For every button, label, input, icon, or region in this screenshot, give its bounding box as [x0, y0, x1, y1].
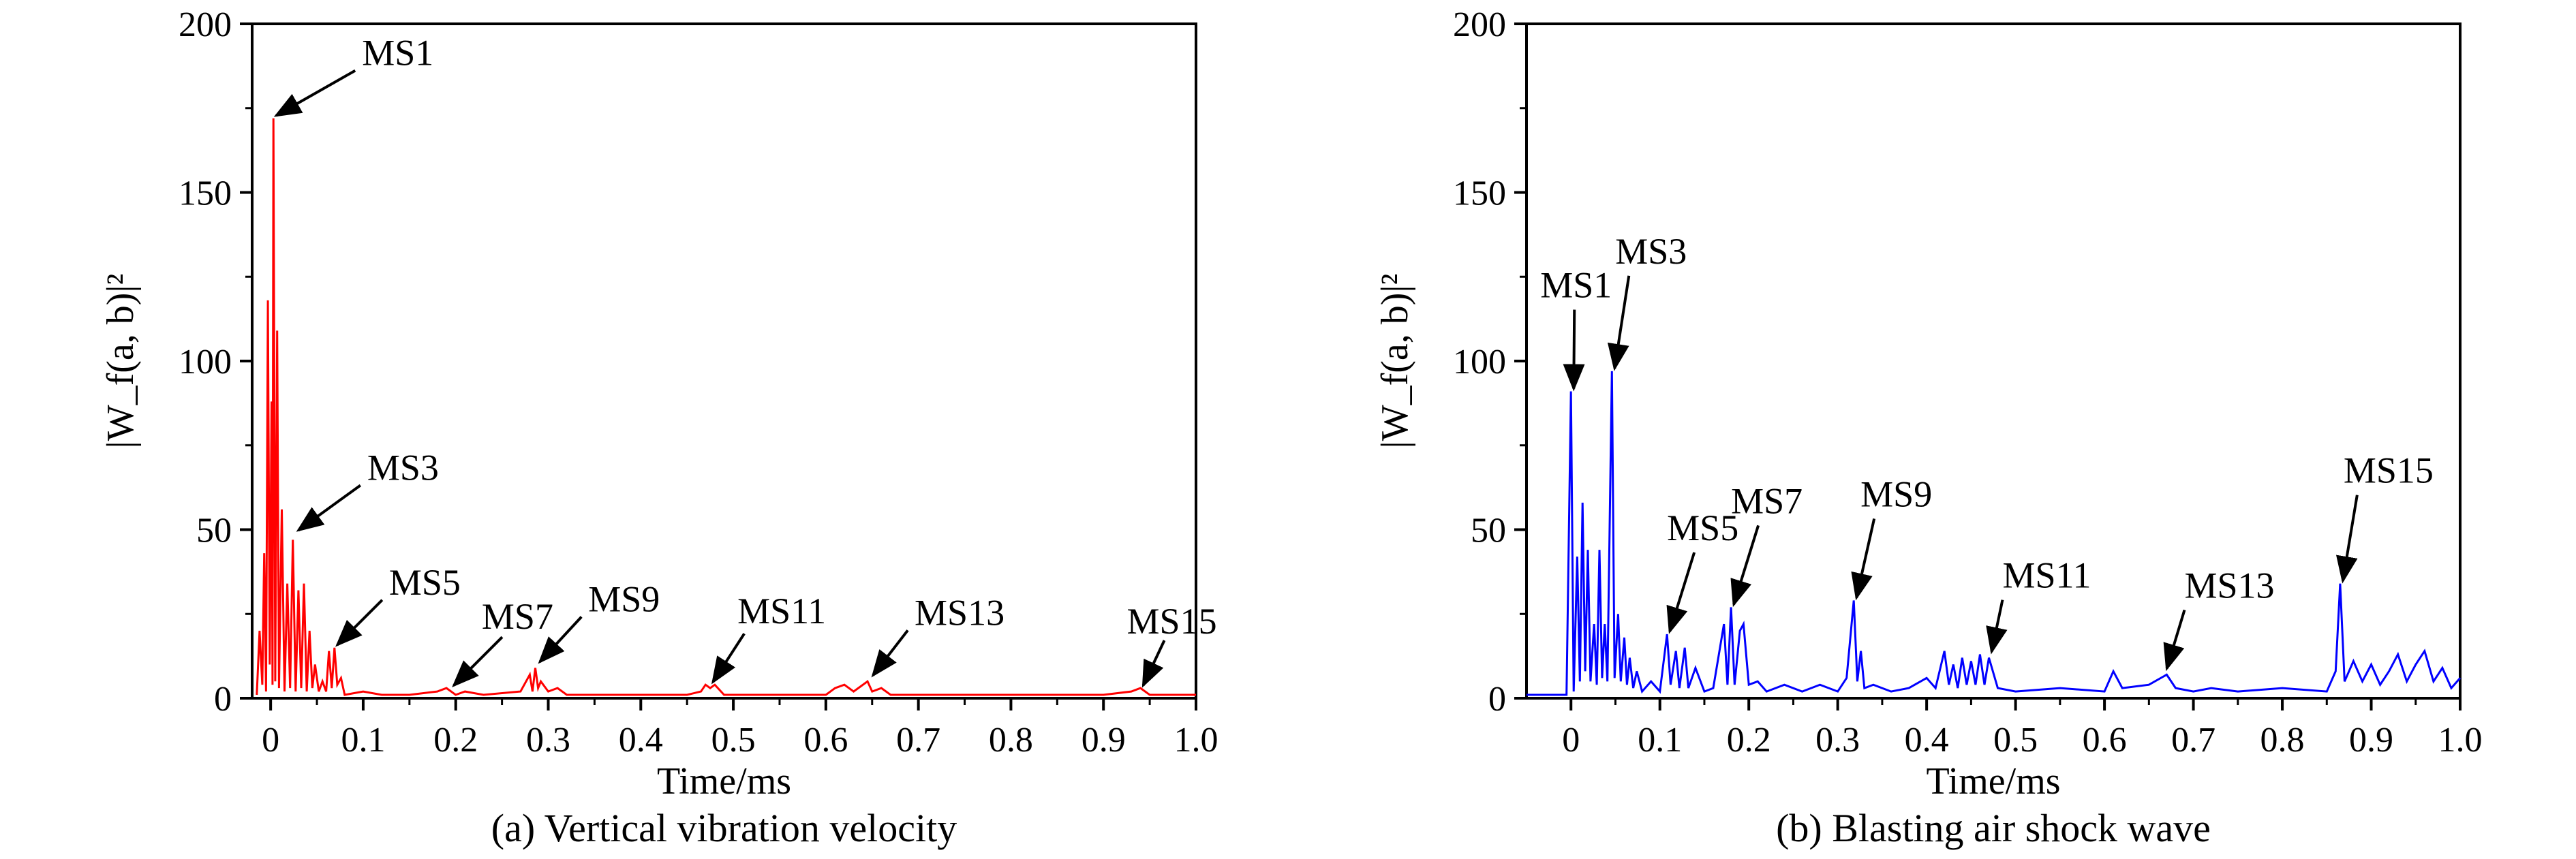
annotation-label: MS7 [482, 596, 553, 637]
annotation-arrow [2335, 495, 2359, 584]
annotation-label: MS3 [1615, 231, 1687, 272]
y-tick-label: 150 [179, 174, 232, 213]
x-tick-label: 0.3 [526, 721, 570, 760]
x-tick-label: 0.5 [711, 721, 756, 760]
annotation-arrow [1141, 640, 1166, 688]
annotation-arrow [1607, 275, 1631, 371]
annotation-label: MS11 [2002, 555, 2091, 596]
annotation-label: MS15 [2344, 450, 2434, 491]
x-tick-label: 0.8 [989, 721, 1033, 760]
annotation-arrow [296, 484, 361, 532]
x-tick-label: 0.2 [1727, 721, 1771, 760]
annotation-label: MS9 [588, 579, 660, 620]
x-tick-label: 1.0 [2438, 721, 2483, 760]
x-tick-label: 0.9 [2349, 721, 2393, 760]
y-tick-label: 100 [179, 343, 232, 381]
y-tick-label: 50 [1471, 512, 1506, 550]
chart-panel-a: 0 0.1 0.2 0.3 0.4 0.5 0.6 0.7 0.8 0.9 1.0 0 50 100 150… [99, 5, 1218, 850]
y-axis-title: |W_f(a, b)|² [1374, 274, 1416, 449]
annotation-label: MS3 [367, 447, 439, 488]
annotation-label: MS5 [389, 562, 461, 603]
annotation-arrow [452, 636, 504, 687]
annotation-arrow [2163, 609, 2186, 672]
x-tick-label: 0.2 [433, 721, 478, 760]
x-tick-label: 0.9 [1082, 721, 1126, 760]
annotation-label: MS5 [1667, 507, 1738, 548]
y-tick-label: 0 [1488, 680, 1506, 719]
annotation-arrow [871, 629, 909, 678]
y-tick-label: 100 [1453, 343, 1506, 381]
annotation-label: MS1 [1540, 265, 1612, 306]
annotation-label: MS13 [915, 592, 1005, 633]
y-tick-label: 50 [196, 512, 232, 550]
annotation-arrow [335, 599, 384, 647]
chart-panel-b: 0 0.1 0.2 0.3 0.4 0.5 0.6 0.7 0.8 0.9 1.0 0 50 100 150… [1374, 5, 2483, 850]
x-tick-label: 0.1 [1638, 721, 1682, 760]
annotation-label: MS1 [362, 33, 433, 74]
annotation-arrow [1851, 518, 1876, 601]
x-tick-label: 0.3 [1815, 721, 1860, 760]
x-tick-label: 0.6 [2083, 721, 2127, 760]
y-tick-label: 150 [1453, 174, 1506, 213]
x-tick-label: 0 [262, 721, 279, 760]
x-tick-label: 0.6 [803, 721, 848, 760]
annotation-arrow [1730, 525, 1760, 608]
x-tick-label: 0.7 [2171, 721, 2215, 760]
annotation-arrow [1986, 599, 2008, 655]
series-line-0 [1527, 371, 2462, 696]
annotation-arrow [1666, 552, 1696, 634]
annotation-label: MS9 [1860, 473, 1932, 514]
annotation-arrow [711, 633, 746, 685]
x-axis-title: Time/ms [657, 760, 791, 802]
annotation-label: MS15 [1127, 601, 1217, 642]
annotation-arrow [538, 616, 583, 664]
annotation-label: MS7 [1731, 480, 1803, 521]
y-tick-label: 200 [1453, 5, 1506, 44]
annotation-label: MS13 [2185, 565, 2275, 606]
x-tick-label: 1.0 [1174, 721, 1218, 760]
x-tick-label: 0.8 [2260, 721, 2305, 760]
plot-frame [1525, 22, 2462, 700]
chart-caption: (b) Blasting air shock wave [1776, 806, 2211, 850]
chart-caption: (a) Vertical vibration velocity [491, 806, 957, 850]
y-tick-label: 0 [214, 680, 232, 719]
annotation-label: MS11 [737, 591, 826, 631]
annotation-arrow [273, 69, 356, 117]
x-tick-label: 0.4 [1905, 721, 1949, 760]
x-axis-title: Time/ms [1926, 760, 2060, 802]
series-line-0 [256, 118, 1196, 696]
x-tick-label: 0.1 [341, 721, 385, 760]
x-tick-label: 0.4 [619, 721, 663, 760]
y-axis-title: |W_f(a, b)|² [99, 274, 142, 449]
y-tick-label: 200 [179, 5, 232, 44]
x-tick-label: 0 [1562, 721, 1580, 760]
x-tick-label: 0.7 [896, 721, 940, 760]
x-tick-label: 0.5 [1993, 721, 2038, 760]
